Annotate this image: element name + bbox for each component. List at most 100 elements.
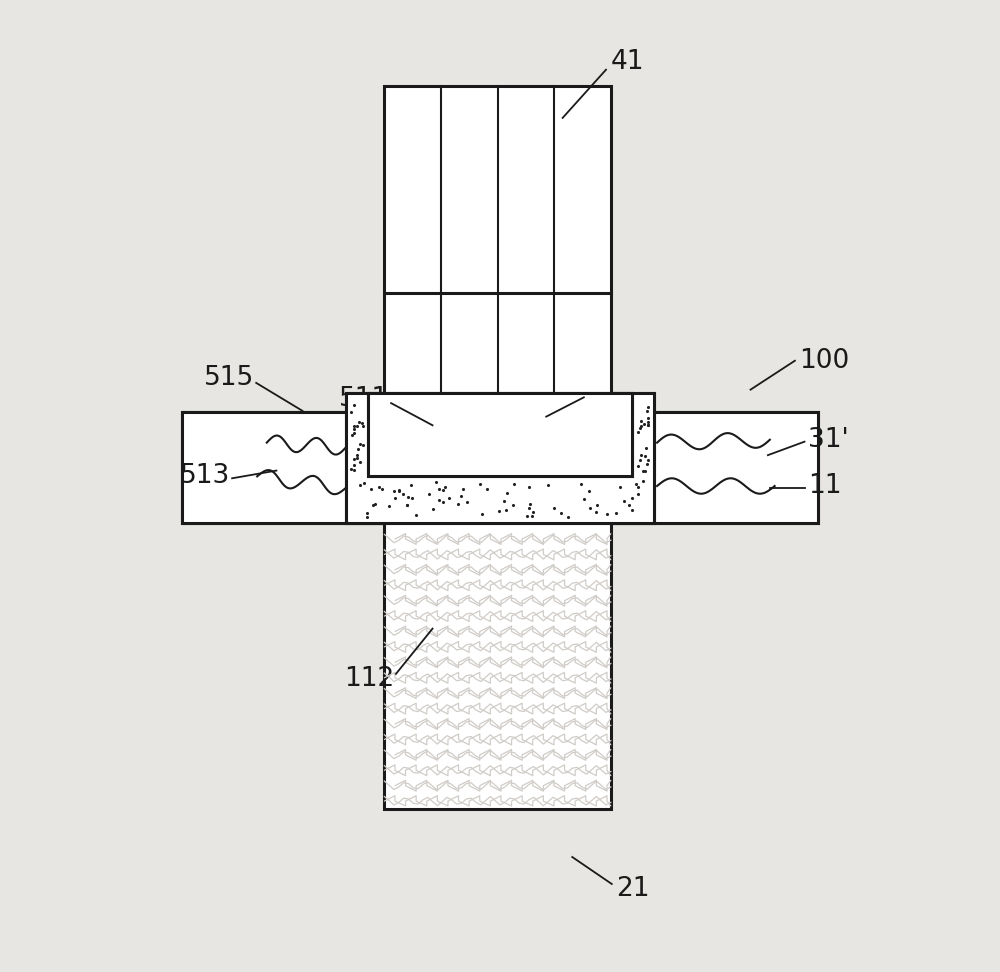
Point (459, 494, 475, 509)
Point (404, 490, 420, 505)
Point (431, 492, 447, 507)
Point (588, 504, 604, 520)
Point (346, 397, 362, 412)
Point (425, 501, 441, 516)
Point (637, 463, 653, 478)
Point (349, 450, 365, 466)
Point (628, 476, 644, 492)
Point (343, 461, 359, 476)
Point (363, 481, 379, 497)
Point (630, 479, 646, 495)
Point (505, 498, 521, 513)
Point (553, 504, 569, 520)
Text: 41: 41 (611, 49, 644, 75)
Point (359, 505, 375, 521)
Point (421, 486, 437, 502)
Point (386, 483, 402, 499)
Point (624, 502, 640, 517)
Point (589, 497, 605, 512)
Point (635, 464, 651, 479)
Bar (346, 393, 654, 523)
Point (391, 482, 407, 498)
Bar (384, 87, 611, 294)
Point (479, 481, 495, 497)
Point (355, 437, 371, 453)
Point (437, 479, 453, 495)
Point (352, 477, 368, 493)
Point (576, 491, 592, 506)
Point (546, 501, 562, 516)
Text: 51: 51 (587, 380, 620, 406)
Text: 112: 112 (344, 666, 394, 692)
Point (346, 458, 362, 473)
Bar (182, 412, 818, 523)
Point (521, 479, 537, 495)
Point (640, 417, 656, 433)
Point (349, 448, 365, 464)
Point (346, 451, 362, 467)
Point (621, 498, 637, 513)
Point (630, 486, 646, 502)
Point (474, 506, 490, 522)
Point (356, 475, 372, 491)
Text: 21: 21 (616, 876, 649, 902)
Point (640, 410, 656, 426)
Point (638, 440, 654, 456)
Point (346, 463, 362, 478)
Bar (346, 393, 654, 523)
Bar (346, 393, 654, 523)
Bar (384, 294, 611, 393)
Point (391, 483, 407, 499)
Point (630, 458, 646, 473)
Point (387, 490, 403, 505)
Point (354, 415, 370, 431)
Bar (368, 393, 632, 476)
Point (521, 501, 537, 516)
Point (472, 476, 488, 492)
Text: 31': 31' (808, 427, 849, 453)
Point (522, 496, 538, 511)
Point (399, 497, 415, 512)
Point (408, 506, 424, 522)
Point (371, 479, 387, 495)
Text: 515: 515 (204, 365, 254, 391)
Point (431, 481, 447, 497)
Point (352, 454, 368, 469)
Point (428, 474, 444, 490)
Bar (368, 393, 632, 476)
Point (506, 476, 522, 492)
Point (624, 491, 640, 506)
Point (519, 508, 535, 524)
Point (639, 403, 655, 419)
Point (399, 498, 415, 513)
Bar (384, 520, 611, 809)
Point (525, 504, 541, 520)
Point (640, 417, 656, 433)
Point (435, 494, 451, 509)
Point (633, 418, 649, 434)
Point (455, 481, 471, 497)
Point (346, 419, 362, 434)
Point (400, 489, 416, 504)
Point (403, 477, 419, 493)
Point (639, 457, 655, 472)
Point (633, 413, 649, 429)
Bar (182, 412, 818, 523)
Point (637, 448, 653, 464)
Point (581, 483, 597, 499)
Point (359, 508, 375, 524)
Point (346, 426, 362, 441)
Point (573, 476, 589, 492)
Point (582, 500, 598, 515)
Text: 11: 11 (808, 473, 842, 499)
Point (435, 482, 451, 498)
Point (616, 494, 632, 509)
Point (381, 499, 397, 514)
Point (453, 489, 469, 504)
Point (355, 418, 371, 434)
Point (640, 452, 656, 468)
Point (349, 419, 365, 434)
Point (540, 477, 556, 493)
Point (496, 494, 512, 509)
Point (599, 506, 615, 522)
